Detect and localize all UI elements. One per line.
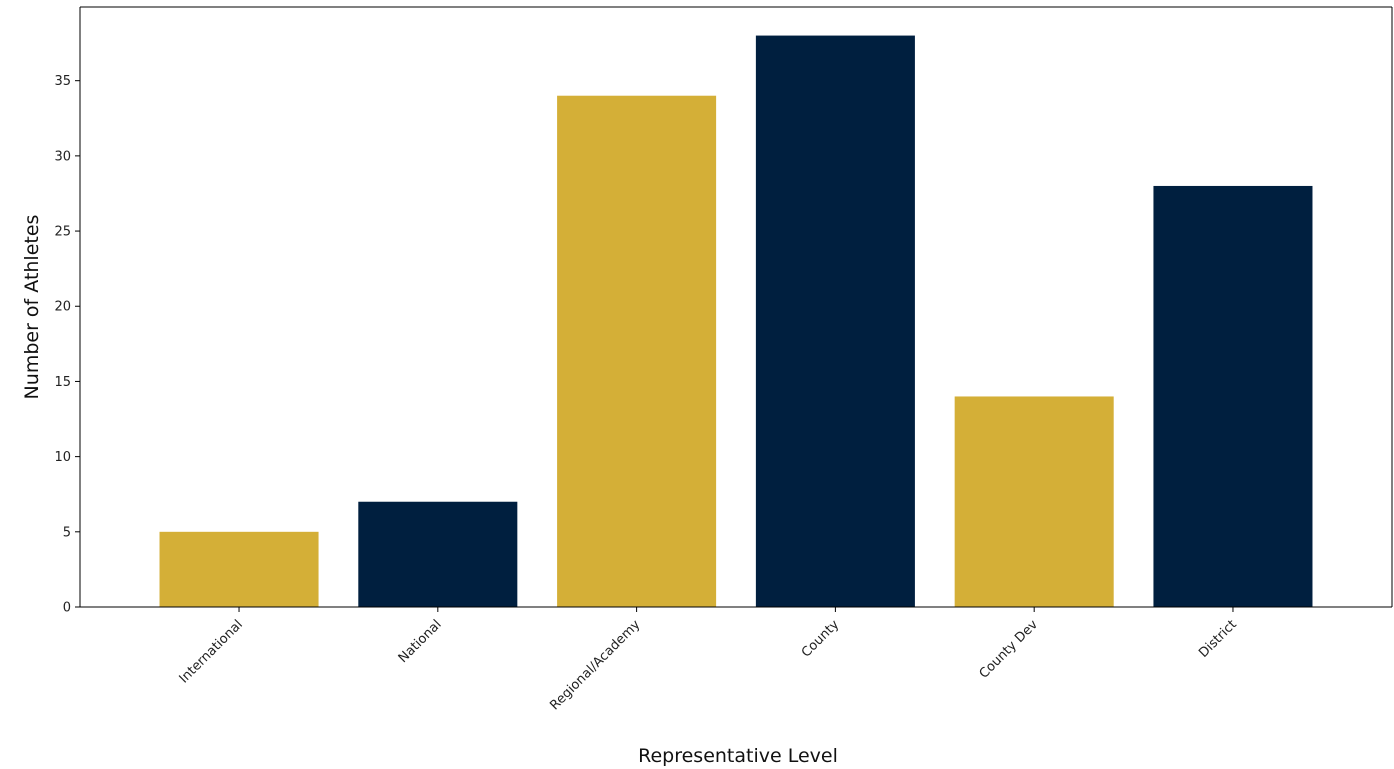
y-tick-label: 30 [54,149,71,164]
y-tick-label: 20 [54,300,71,315]
bar-regional-academy [557,95,717,607]
bar-district [1153,185,1313,607]
y-tick-label: 15 [54,375,71,390]
y-axis-title: Number of Athletes [21,215,43,400]
bar-county [755,35,915,607]
y-tick-label: 25 [54,225,71,240]
y-tick-label: 5 [63,525,71,540]
bar-national [358,501,518,607]
y-tick-label: 0 [63,601,71,616]
bar-international [159,531,319,607]
bar-county-dev [954,396,1114,607]
y-tick-label: 10 [54,450,71,465]
y-tick-label: 35 [54,74,71,89]
x-axis-title: Representative Level [638,745,838,767]
